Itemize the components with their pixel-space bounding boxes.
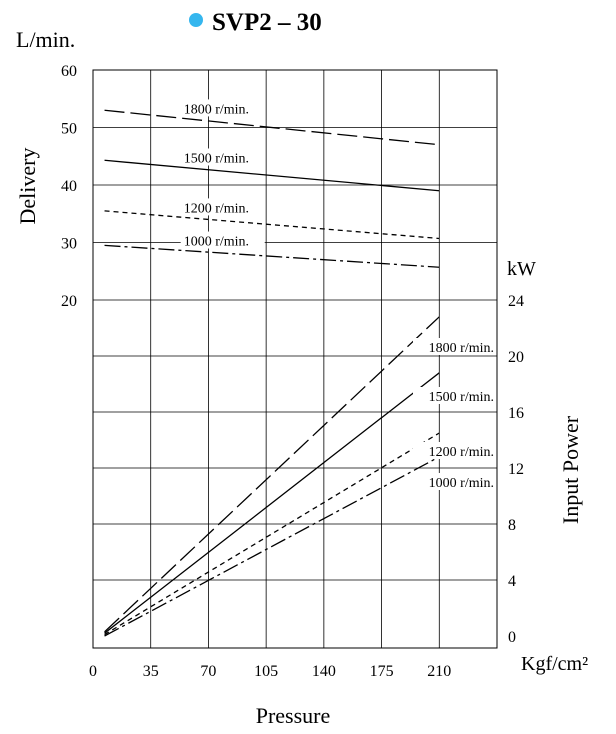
delivery-series-label: 1000 r/min. [184, 235, 249, 250]
power-label-bg [413, 442, 495, 459]
delivery-line [104, 210, 440, 240]
power-line [104, 316, 440, 633]
power-line [104, 372, 440, 634]
left-tick-label: 20 [61, 293, 77, 310]
power-series-label: 1000 r/min. [429, 476, 494, 491]
chart-title: SVP2 – 30 [212, 9, 322, 36]
left-axis-label: Delivery [15, 148, 40, 225]
power-label-bg [413, 338, 495, 355]
right-tick-label: 8 [508, 517, 516, 534]
power-series-label: 1200 r/min. [429, 445, 494, 460]
delivery-label-bg [180, 99, 265, 117]
right-axis-unit: kW [507, 258, 536, 280]
right-tick-label: 0 [508, 629, 516, 646]
left-tick-label: 40 [61, 178, 77, 195]
left-tick-label: 30 [61, 236, 77, 253]
delivery-label-bg [180, 148, 265, 166]
right-tick-label: 24 [508, 293, 524, 310]
power-line [104, 432, 440, 636]
delivery-series-label: 1500 r/min. [184, 151, 249, 166]
x-tick-label: 105 [254, 663, 278, 680]
x-tick-label: 175 [370, 663, 394, 680]
power-label-bg [413, 473, 495, 490]
delivery-label-bg [180, 231, 265, 249]
power-series-label: 1500 r/min. [429, 390, 494, 405]
right-axis-label: Input Power [558, 415, 583, 524]
right-tick-label: 20 [508, 349, 524, 366]
x-tick-label: 35 [143, 663, 159, 680]
power-label-bg [413, 387, 495, 404]
power-series-label: 1800 r/min. [429, 341, 494, 356]
delivery-label-bg [180, 198, 265, 216]
delivery-series-label: 1800 r/min. [184, 102, 249, 117]
x-tick-label: 140 [312, 663, 336, 680]
plot-frame [92, 69, 498, 649]
delivery-line [104, 244, 440, 268]
delivery-line [104, 109, 440, 146]
right-tick-label: 4 [508, 573, 516, 590]
right-tick-label: 12 [508, 461, 524, 478]
power-line [104, 456, 440, 637]
left-tick-label: 60 [61, 63, 77, 80]
x-tick-label: 70 [200, 663, 216, 680]
x-axis-unit: Kgf/cm² [521, 653, 588, 675]
delivery-series-label: 1200 r/min. [184, 201, 249, 216]
title-bullet-icon [189, 13, 203, 27]
right-tick-label: 16 [508, 405, 524, 422]
x-tick-label: 210 [427, 663, 451, 680]
x-tick-label: 0 [89, 663, 97, 680]
delivery-line [104, 159, 440, 192]
left-axis-unit: L/min. [16, 27, 75, 52]
x-axis-label: Pressure [256, 703, 331, 728]
left-tick-label: 50 [61, 121, 77, 138]
